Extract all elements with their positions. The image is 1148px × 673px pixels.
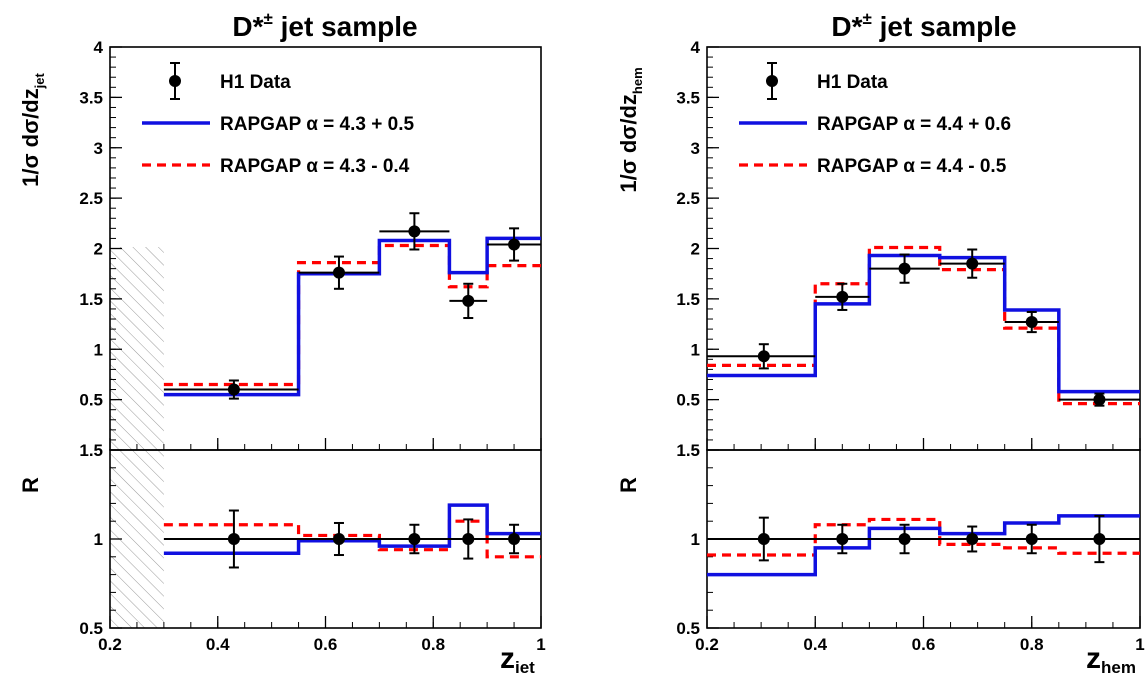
y-tick-label: 2 — [94, 240, 103, 259]
y-tick-label: 4 — [94, 38, 104, 57]
y-tick-label: 3 — [691, 139, 700, 158]
y-tick-label: 3.5 — [79, 88, 103, 107]
ratio-point — [1025, 533, 1038, 545]
x-tick-label: 0.4 — [206, 635, 230, 654]
y-tick-label: 1 — [94, 340, 103, 359]
data-point — [966, 257, 979, 270]
text-span: 1/σ dσ/dz — [18, 88, 43, 187]
legend-rapgap-minus-label: RAPGAP α = 4.4 - 0.5 — [817, 156, 1007, 177]
x-tick-label: 0.6 — [314, 635, 338, 654]
text-span: jet sample — [872, 11, 1017, 42]
ratio-y-tick-label: 0.5 — [79, 619, 103, 638]
ratio-point — [508, 533, 521, 545]
ratio-point — [462, 533, 475, 545]
text-span: jet — [514, 658, 535, 673]
x-axis-label: zhem — [1086, 642, 1136, 673]
ratio-y-tick-label: 1.5 — [676, 441, 700, 460]
data-point — [1025, 316, 1038, 329]
ratio-step-rapgap-plus — [707, 514, 1140, 577]
y-tick-label: 0.5 — [79, 391, 103, 410]
ratio-axis-label: R — [616, 477, 641, 493]
y-axis-label: 1/σ dσ/dzjet — [18, 72, 47, 186]
data-point — [408, 225, 421, 238]
excluded-region-hatch — [110, 247, 164, 628]
x-tick-label: 0.6 — [912, 635, 936, 654]
text-span: jet — [32, 72, 47, 89]
x-tick-label: 0.2 — [98, 635, 122, 654]
ratio-point — [836, 533, 849, 545]
text-span: ± — [863, 9, 872, 28]
y-tick-label: 0.5 — [676, 391, 700, 410]
ratio-point — [1093, 533, 1106, 545]
series-step-rapgap-plus — [707, 253, 1140, 394]
legend-rapgap-plus-label: RAPGAP α = 4.4 + 0.6 — [817, 114, 1011, 135]
series-step-rapgap-minus — [707, 245, 1140, 406]
ratio-axis-label: R — [18, 477, 43, 493]
y-tick-label: 1.5 — [79, 290, 103, 309]
y-tick-label: 2.5 — [79, 189, 103, 208]
series-step-rapgap-plus — [163, 236, 541, 397]
ratio-step-rapgap-plus — [163, 503, 541, 555]
legend-rapgap-minus-label: RAPGAP α = 4.3 - 0.4 — [220, 156, 410, 177]
x-axis-label: zjet — [500, 642, 535, 673]
ratio-point — [966, 533, 979, 545]
ratio-point — [227, 533, 240, 545]
legend-data-label: H1 Data — [220, 72, 291, 93]
text-span: hem — [1101, 658, 1136, 673]
ratio-y-tick-label: 1 — [94, 530, 103, 549]
ratio-y-tick-label: 1.5 — [79, 441, 103, 460]
ratio-y-tick-label: 1 — [691, 530, 700, 549]
text-span: ± — [264, 9, 273, 28]
data-point — [757, 350, 770, 363]
ratio-point — [408, 533, 421, 545]
chart-title: D*± jet sample — [232, 9, 417, 42]
y-tick-label: 1 — [691, 340, 700, 359]
x-tick-label: 0.2 — [695, 635, 719, 654]
text-span: jet sample — [273, 11, 418, 42]
y-tick-label: 2.5 — [676, 189, 700, 208]
x-tick-label: 0.8 — [421, 635, 445, 654]
y-tick-label: 2 — [691, 240, 700, 259]
x-tick-label: 1 — [536, 635, 545, 654]
text-span: z — [500, 642, 515, 673]
data-point — [332, 266, 345, 279]
text-span: z — [1086, 642, 1101, 673]
x-tick-label: 1 — [1135, 635, 1144, 654]
legend-data-marker — [766, 75, 778, 87]
data-point — [462, 294, 475, 307]
ratio-point — [332, 533, 345, 545]
text-span: D* — [831, 11, 862, 42]
data-point — [227, 383, 240, 396]
x-tick-label: 0.8 — [1020, 635, 1044, 654]
y-tick-label: 1.5 — [676, 290, 700, 309]
chart-title: D*± jet sample — [831, 9, 1016, 42]
ratio-point — [898, 533, 911, 545]
text-span: D* — [232, 11, 263, 42]
data-point — [1093, 393, 1106, 406]
legend-data-label: H1 Data — [817, 72, 888, 93]
text-span: 1/σ dσ/dz — [616, 94, 641, 193]
ratio-step-rapgap-minus — [707, 517, 1140, 557]
ratio-y-tick-label: 0.5 — [676, 619, 700, 638]
ratio-point — [757, 533, 770, 545]
y-tick-label: 3.5 — [676, 88, 700, 107]
y-axis-label: 1/σ dσ/dzhem — [616, 67, 645, 192]
x-tick-label: 0.4 — [803, 635, 827, 654]
y-tick-label: 3 — [94, 139, 103, 158]
text-span: hem — [630, 67, 645, 94]
y-tick-label: 4 — [691, 38, 701, 57]
data-point — [508, 238, 521, 251]
legend-data-marker — [169, 75, 181, 87]
data-point — [836, 290, 849, 303]
data-point — [898, 262, 911, 275]
series-step-rapgap-minus — [163, 243, 541, 387]
legend-rapgap-plus-label: RAPGAP α = 4.3 + 0.5 — [220, 114, 414, 135]
